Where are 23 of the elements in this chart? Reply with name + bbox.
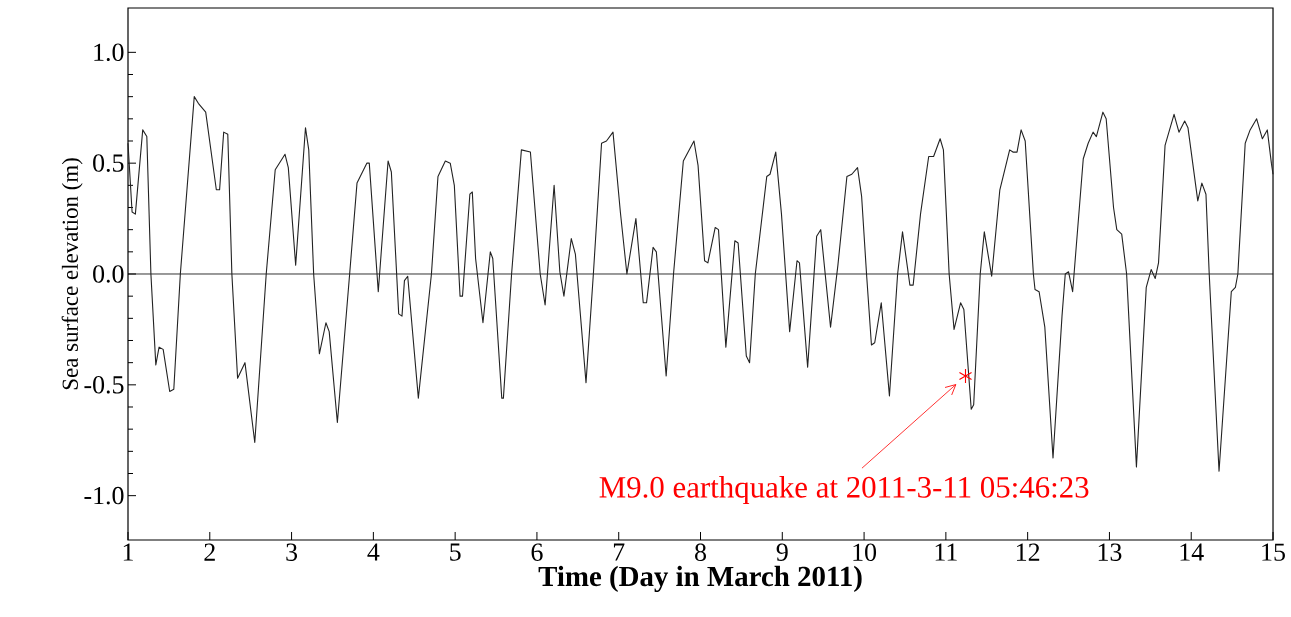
y-axis-title: Sea surface elevation (m) xyxy=(61,158,83,390)
x-tick-label: 13 xyxy=(1098,543,1122,561)
x-tick-label: 2 xyxy=(204,543,215,561)
y-tick-label: 0.5 xyxy=(93,154,124,172)
x-tick-label: 9 xyxy=(776,543,788,561)
x-tick-label: 14 xyxy=(1180,543,1204,561)
y-tick-label: -1.0 xyxy=(84,486,124,505)
annotation: M9.0 earthquake at 2011-3-11 05:46:23 xyxy=(599,475,1089,504)
y-tick-label: -0.5 xyxy=(84,376,124,394)
x-tick-label: 5 xyxy=(450,543,461,561)
x-tick-label: 12 xyxy=(1016,543,1040,561)
y-tick-label: 0.0 xyxy=(93,265,124,283)
x-tick-label: 6 xyxy=(531,543,543,561)
x-tick-label: 10 xyxy=(853,543,877,561)
x-tick-label: 3 xyxy=(286,543,298,561)
x-axis-title: Time (Day in March 2011) xyxy=(538,565,862,593)
x-tick-label: 11 xyxy=(935,543,957,561)
y-tick-label: 1.0 xyxy=(94,43,124,62)
x-tick-label: 7 xyxy=(613,543,625,561)
x-tick-label: 1 xyxy=(123,543,133,561)
x-tick-label: 8 xyxy=(695,543,706,561)
x-tick-label: 4 xyxy=(367,543,380,561)
x-tick-label: 15 xyxy=(1262,543,1285,561)
